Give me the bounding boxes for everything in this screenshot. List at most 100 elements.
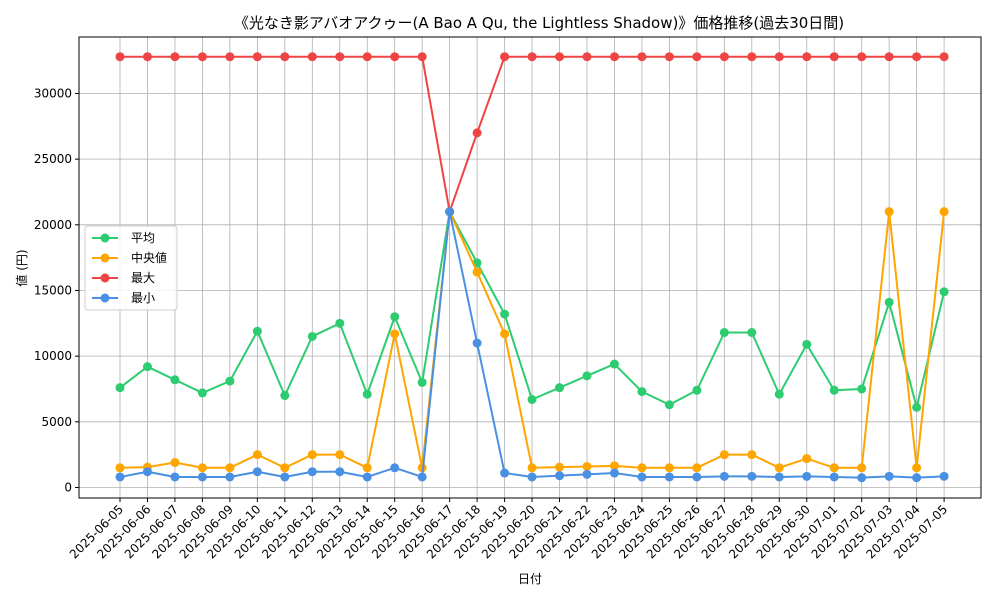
legend-marker xyxy=(100,273,110,283)
data-point xyxy=(857,52,867,62)
data-point xyxy=(829,463,839,473)
data-point xyxy=(692,385,702,395)
data-point xyxy=(829,472,839,482)
data-point xyxy=(500,329,510,339)
data-point xyxy=(362,472,372,482)
data-point xyxy=(719,52,729,62)
data-point xyxy=(555,462,565,472)
data-point xyxy=(857,384,867,394)
legend-marker xyxy=(100,253,110,263)
y-tick-label: 25000 xyxy=(34,152,72,166)
data-point xyxy=(362,389,372,399)
data-point xyxy=(307,467,317,477)
legend-entry: 平均 xyxy=(92,231,155,245)
y-tick-label: 0 xyxy=(64,480,72,494)
data-point xyxy=(170,52,180,62)
data-point xyxy=(115,463,125,473)
legend-marker xyxy=(100,233,110,243)
data-point xyxy=(637,472,647,482)
legend-box xyxy=(84,225,178,311)
data-point xyxy=(609,468,619,478)
data-point xyxy=(802,471,812,481)
legend-entry: 最小 xyxy=(92,291,155,305)
data-point xyxy=(637,52,647,62)
data-point xyxy=(142,362,152,372)
data-point xyxy=(335,318,345,328)
data-point xyxy=(280,391,290,401)
data-point xyxy=(170,458,180,468)
data-point xyxy=(664,400,674,410)
data-point xyxy=(637,387,647,397)
y-axis: 0 5000 10000 15000 20000 25000 30000 xyxy=(34,86,79,494)
data-point xyxy=(472,128,482,138)
data-point xyxy=(472,267,482,277)
data-point xyxy=(555,383,565,393)
legend-entry: 中央値 xyxy=(92,250,167,265)
y-tick-label: 10000 xyxy=(34,349,72,363)
data-point xyxy=(527,472,537,482)
data-point xyxy=(939,287,949,297)
data-point xyxy=(307,331,317,341)
data-point xyxy=(307,450,317,460)
data-point xyxy=(884,52,894,62)
data-point xyxy=(280,472,290,482)
series-1 xyxy=(115,207,949,473)
data-point xyxy=(719,328,729,338)
data-point xyxy=(142,52,152,62)
data-point xyxy=(555,52,565,62)
data-point xyxy=(472,338,482,348)
data-point xyxy=(170,375,180,385)
data-point xyxy=(609,461,619,471)
y-tick-label: 15000 xyxy=(34,283,72,297)
legend-label: 平均 xyxy=(131,231,155,245)
data-point xyxy=(390,312,400,322)
data-point xyxy=(912,473,922,483)
data-point xyxy=(527,52,537,62)
legend-label: 中央値 xyxy=(131,250,167,265)
data-point xyxy=(582,469,592,479)
grid xyxy=(79,37,981,498)
data-point xyxy=(609,359,619,369)
data-point xyxy=(500,468,510,478)
data-point xyxy=(252,467,262,477)
data-point xyxy=(692,463,702,473)
data-point xyxy=(692,52,702,62)
data-point xyxy=(362,52,372,62)
data-point xyxy=(884,207,894,217)
data-point xyxy=(362,463,372,473)
data-point xyxy=(884,471,894,481)
data-point xyxy=(747,328,757,338)
data-point xyxy=(115,52,125,62)
data-point xyxy=(527,394,537,404)
data-point xyxy=(225,472,235,482)
data-point xyxy=(637,463,647,473)
data-point xyxy=(335,467,345,477)
data-point xyxy=(857,463,867,473)
data-point xyxy=(500,52,510,62)
data-point xyxy=(747,450,757,460)
x-axis: 2025-06-052025-06-062025-06-072025-06-08… xyxy=(67,498,950,561)
data-point xyxy=(225,52,235,62)
data-point xyxy=(225,463,235,473)
data-point xyxy=(280,463,290,473)
data-point xyxy=(912,463,922,473)
data-point xyxy=(527,463,537,473)
y-tick-label: 30000 xyxy=(34,86,72,100)
legend-label: 最小 xyxy=(131,291,155,305)
y-tick-label: 5000 xyxy=(41,415,72,429)
x-axis-label: 日付 xyxy=(518,572,542,586)
data-point xyxy=(252,450,262,460)
data-point xyxy=(115,383,125,393)
data-point xyxy=(774,472,784,482)
data-point xyxy=(417,52,427,62)
legend-entry: 最大 xyxy=(92,271,155,285)
data-point xyxy=(280,52,290,62)
data-point xyxy=(555,471,565,481)
data-point xyxy=(445,207,455,217)
data-point xyxy=(829,385,839,395)
data-point xyxy=(390,463,400,473)
chart-title: 《光なき影アバオアクゥー(A Bao A Qu, the Lightless S… xyxy=(234,14,844,32)
data-point xyxy=(939,52,949,62)
